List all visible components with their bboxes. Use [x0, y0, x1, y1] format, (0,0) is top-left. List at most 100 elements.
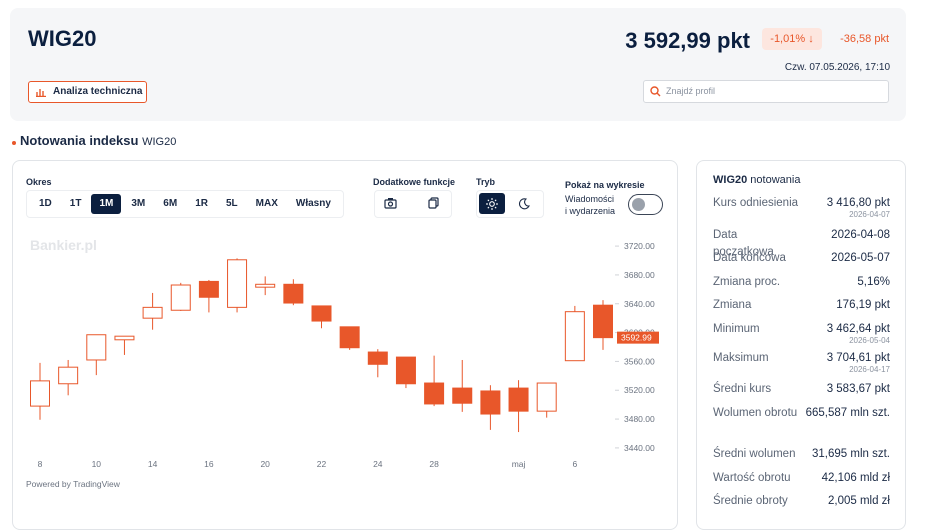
period-button[interactable]: 3M — [131, 198, 146, 209]
candle-body — [367, 351, 388, 365]
candle-body — [452, 387, 473, 404]
candle-body — [86, 334, 107, 361]
mode-label: Tryb — [476, 177, 496, 187]
period-button[interactable]: 5L — [225, 198, 238, 209]
quote-value: 2026-05-07 — [831, 252, 890, 264]
quote-date: 2026-05-04 — [849, 336, 890, 345]
quote-value: 2,005 mld zł — [827, 495, 890, 507]
quote-label: Zmiana — [713, 299, 752, 311]
x-tick-label: 8 — [38, 459, 43, 469]
toggle-knob — [632, 198, 645, 211]
analysis-button[interactable]: Analiza techniczna — [28, 81, 147, 103]
quote-value: 3 462,64 pkt — [826, 323, 890, 335]
change-badge: -1,01% ↓ — [762, 28, 822, 50]
x-tick-label: 28 — [429, 459, 439, 469]
section-ticker: WIG20 — [142, 136, 177, 148]
x-tick-label: 16 — [204, 459, 214, 469]
candle-body — [198, 280, 219, 298]
period-button[interactable]: Własny — [295, 198, 331, 209]
candle-body — [339, 326, 360, 349]
index-title: WIG20 — [28, 26, 97, 51]
candle-body — [283, 283, 304, 304]
page: WIG20 3 592,99 pkt -1,01% ↓ -36,58 pkt C… — [12, 26, 906, 530]
quote-date: 2026-04-07 — [849, 210, 890, 219]
period-button[interactable]: 1M — [91, 194, 122, 214]
last-price-label: 3592.99 — [621, 333, 652, 343]
extra-tools — [374, 190, 452, 218]
candle-body — [311, 305, 332, 322]
chart-credit: Powered by TradingView — [26, 479, 121, 489]
period-button[interactable]: 1R — [195, 198, 208, 209]
quote-label: Zmiana proc. — [713, 276, 781, 288]
quote-label: Wartość obrotu — [713, 472, 791, 484]
mode-switch — [476, 190, 544, 218]
quote-label: Średni kurs — [713, 383, 772, 395]
quotes-title-text: notowania — [750, 174, 801, 186]
copy-icon[interactable] — [428, 197, 440, 209]
candle-body — [593, 304, 613, 339]
candle-body — [255, 283, 276, 288]
period-button[interactable]: MAX — [255, 198, 278, 209]
y-tick-label: 3560.00 — [624, 356, 655, 366]
candlestick-chart: Bankier.pl Powered by TradingView 3440.0… — [26, 237, 659, 489]
y-tick-label: 3640.00 — [624, 299, 655, 309]
last-price-tag — [617, 331, 659, 344]
watermark: Bankier.pl — [30, 237, 97, 253]
y-tick-label: 3520.00 — [624, 385, 655, 395]
index-price: 3 592,99 pkt — [625, 28, 750, 53]
candle-body — [424, 382, 445, 405]
y-tick-label: 3440.00 — [624, 443, 655, 453]
candle-body — [564, 311, 585, 362]
x-tick-label: 6 — [572, 459, 577, 469]
x-tick-label: maj — [512, 459, 526, 469]
quote-value: 42,106 mld zł — [821, 472, 890, 484]
period-label: Okres — [26, 177, 52, 187]
show-label: Pokaż na wykresie — [565, 180, 645, 190]
period-button[interactable]: 1T — [69, 198, 82, 209]
extra-label: Dodatkowe funkcje — [373, 177, 456, 187]
bullet — [12, 141, 16, 145]
datetime: Czw. 07.05.2026, 17:10 — [784, 62, 890, 73]
quote-label: Maksimum — [713, 352, 769, 364]
period-selector: 1D 1T 1M 3M 6M 1R 5L MAX Własny — [26, 190, 344, 218]
candle-body — [142, 306, 163, 319]
quote-value: 5,16% — [857, 276, 890, 288]
news-toggle-label: Wiadomości i wydarzenia — [565, 194, 616, 216]
candle-body — [170, 284, 191, 311]
x-tick-label: 10 — [92, 459, 102, 469]
quote-label: Średnie obroty — [713, 495, 788, 507]
quote-value: 31,695 mln szt. — [812, 448, 890, 460]
quote-label: Wolumen obrotu — [713, 407, 798, 419]
x-tick-label: 14 — [148, 459, 158, 469]
change-abs: -36,58 pkt — [840, 33, 889, 45]
quote-value: 2026-04-08 — [831, 229, 890, 241]
quotes-ticker: WIG20 — [713, 174, 748, 186]
quote-date: 2026-04-17 — [849, 365, 890, 374]
candle-body — [227, 259, 248, 308]
quote-label: Data końcowa — [713, 252, 786, 264]
candle-body — [508, 387, 529, 412]
y-tick-label: 3680.00 — [624, 270, 655, 280]
light-mode-button[interactable] — [479, 193, 505, 214]
x-tick-label: 20 — [260, 459, 270, 469]
period-button[interactable]: 1D — [39, 198, 52, 209]
y-tick-label: 3480.00 — [624, 414, 655, 424]
candle-body — [480, 390, 501, 415]
period-button[interactable]: 6M — [163, 198, 178, 209]
candle-body — [58, 366, 79, 385]
search-icon — [650, 86, 661, 97]
quote-label: Średni wolumen — [713, 448, 796, 460]
quotes-title: WIG20 notowania — [713, 174, 800, 186]
section-title-text: Notowania indeksu — [20, 133, 139, 148]
change-pct: -1,01% — [770, 33, 806, 45]
candle-body — [536, 382, 557, 412]
quote-value: 3 583,67 pkt — [826, 383, 890, 395]
camera-icon[interactable] — [384, 197, 398, 209]
search-input[interactable]: Znajdź profil — [643, 80, 889, 103]
quote-value: 3 704,61 pkt — [826, 352, 890, 364]
x-tick-label: 24 — [373, 459, 383, 469]
x-tick-label: 22 — [317, 459, 327, 469]
quote-label: Kurs odniesienia — [713, 197, 799, 209]
arrow-icon: ↓ — [808, 33, 814, 45]
moon-icon[interactable] — [518, 198, 530, 210]
